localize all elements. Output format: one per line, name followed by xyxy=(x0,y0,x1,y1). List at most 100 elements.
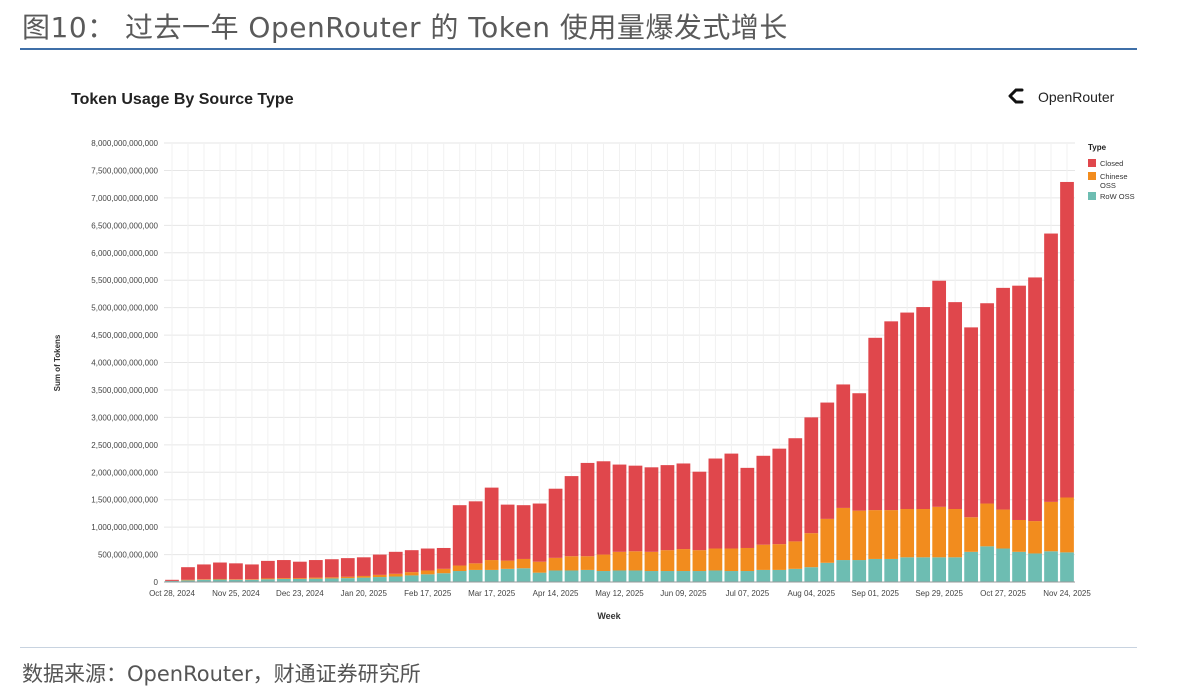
x-tick-label: Dec 23, 2024 xyxy=(276,589,324,598)
x-tick-label: Jan 20, 2025 xyxy=(341,589,388,598)
y-axis-label: Sum of Tokens xyxy=(53,334,62,391)
bar-row-oss xyxy=(628,570,643,582)
bar-closed xyxy=(868,337,883,511)
legend-swatch xyxy=(1088,172,1096,180)
bar-chinese-oss xyxy=(404,572,419,576)
bar-chinese-oss xyxy=(740,547,755,572)
bar-closed xyxy=(996,287,1010,510)
x-tick-label: Feb 17, 2025 xyxy=(404,589,452,598)
bar-chinese-oss xyxy=(532,561,547,573)
bar-closed xyxy=(420,548,435,571)
legend-label: Closed xyxy=(1100,159,1123,168)
bar-row-oss xyxy=(996,548,1010,582)
bar-closed xyxy=(292,561,307,579)
bar-closed xyxy=(948,302,963,510)
bar-row-oss xyxy=(724,571,739,582)
legend-swatch xyxy=(1088,192,1096,200)
source-note: 数据来源：OpenRouter，财通证券研究所 xyxy=(22,662,421,686)
bar-chinese-oss xyxy=(804,533,819,568)
y-tick-label: 0 xyxy=(154,578,159,587)
bar-chinese-oss xyxy=(596,554,611,572)
bar-row-oss xyxy=(852,560,867,582)
bar-closed xyxy=(229,563,243,580)
bar-chinese-oss xyxy=(1012,519,1026,552)
y-tick-label: 4,000,000,000,000 xyxy=(91,359,158,368)
bar-row-oss xyxy=(804,567,819,582)
bar-chinese-oss xyxy=(548,557,563,571)
bar-row-oss xyxy=(948,557,963,582)
bar-chinese-oss xyxy=(948,509,963,558)
bar-closed xyxy=(436,547,451,569)
y-tick-label: 2,000,000,000,000 xyxy=(91,468,158,477)
bar-closed xyxy=(660,465,675,551)
bar-chinese-oss xyxy=(213,578,227,580)
bar-closed xyxy=(820,402,835,519)
bar-row-oss xyxy=(596,571,611,582)
legend-swatch xyxy=(1088,159,1096,167)
bar-chinese-oss xyxy=(1044,501,1058,552)
y-tick-label: 6,000,000,000,000 xyxy=(91,249,158,258)
y-tick-label: 1,500,000,000,000 xyxy=(91,496,158,505)
bar-closed xyxy=(916,307,931,510)
bar-row-oss xyxy=(213,579,227,582)
bar-closed xyxy=(740,467,755,548)
x-axis-label: Week xyxy=(597,611,621,621)
bar-closed xyxy=(452,505,467,566)
bar-row-oss xyxy=(372,577,387,582)
bar-closed xyxy=(532,503,547,562)
x-tick-label: Jul 07, 2025 xyxy=(726,589,770,598)
bar-row-oss xyxy=(980,546,994,582)
bar-chinese-oss xyxy=(292,578,307,579)
bottom-divider xyxy=(20,647,1137,648)
bar-chinese-oss xyxy=(676,549,691,572)
bar-row-oss xyxy=(932,557,947,582)
bar-chinese-oss xyxy=(245,579,259,580)
bar-closed xyxy=(324,559,339,578)
bar-closed xyxy=(1028,277,1042,522)
bar-closed xyxy=(548,488,563,558)
legend-label: RoW OSS xyxy=(1100,192,1135,201)
bar-chinese-oss xyxy=(628,551,643,571)
bar-row-oss xyxy=(229,579,243,582)
bar-row-oss xyxy=(484,569,499,582)
bar-row-oss xyxy=(165,580,179,582)
y-tick-label: 3,500,000,000,000 xyxy=(91,386,158,395)
bar-closed xyxy=(724,453,739,549)
bar-chinese-oss xyxy=(788,541,803,569)
title-divider xyxy=(20,48,1137,50)
bar-closed xyxy=(388,551,403,574)
bar-row-oss xyxy=(1028,553,1042,582)
bar-closed xyxy=(261,560,275,579)
token-usage-chart: Token Usage By Source Type OpenRouter 0 5… xyxy=(53,88,1135,621)
y-tick-label: 7,000,000,000,000 xyxy=(91,194,158,203)
bar-row-oss xyxy=(356,577,371,582)
bar-chinese-oss xyxy=(580,556,595,570)
bar-row-oss xyxy=(612,570,627,582)
bar-closed xyxy=(708,458,723,549)
bar-row-oss xyxy=(740,571,755,582)
bar-chinese-oss xyxy=(516,558,531,569)
bar-row-oss xyxy=(772,569,787,582)
bar-chinese-oss xyxy=(660,550,675,572)
bar-row-oss xyxy=(548,570,563,582)
bar-row-oss xyxy=(516,568,531,582)
bar-chinese-oss xyxy=(884,510,899,559)
bar-chinese-oss xyxy=(436,568,451,574)
bar-chinese-oss xyxy=(452,565,467,572)
y-tick-label: 5,000,000,000,000 xyxy=(91,304,158,313)
bar-row-oss xyxy=(181,580,195,582)
bar-row-oss xyxy=(500,568,515,582)
bar-row-oss xyxy=(676,571,691,582)
legend-title: Type xyxy=(1088,143,1107,152)
bar-row-oss xyxy=(916,557,931,582)
bar-chinese-oss xyxy=(197,579,211,580)
bar-row-oss xyxy=(404,575,419,582)
bar-row-oss xyxy=(420,574,435,582)
bar-closed xyxy=(932,280,947,507)
bar-row-oss xyxy=(900,557,915,582)
x-tick-label: May 12, 2025 xyxy=(595,589,644,598)
bar-row-oss xyxy=(660,571,675,582)
bar-closed xyxy=(884,321,899,511)
bar-chinese-oss xyxy=(356,575,371,578)
